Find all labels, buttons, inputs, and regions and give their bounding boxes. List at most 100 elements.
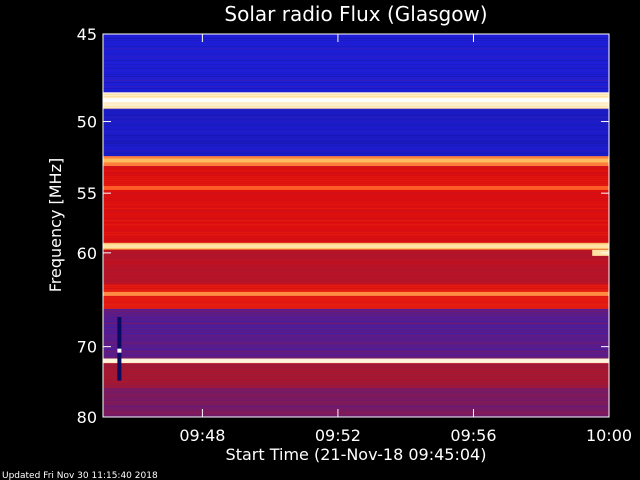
texture-line xyxy=(103,42,609,43)
texture-line xyxy=(103,271,609,273)
texture-line xyxy=(103,208,609,210)
texture-line xyxy=(103,363,609,365)
texture-line xyxy=(103,251,609,253)
texture-line xyxy=(103,80,609,81)
texture-line xyxy=(103,182,609,184)
texture-line xyxy=(103,164,609,166)
texture-line xyxy=(103,168,609,170)
texture-line xyxy=(103,152,609,154)
texture-line xyxy=(103,44,609,45)
texture-line xyxy=(103,391,609,393)
texture-line xyxy=(103,134,609,136)
y-tick-label: 70 xyxy=(77,338,97,357)
texture-line xyxy=(103,128,609,130)
texture-line xyxy=(103,136,609,138)
texture-line xyxy=(103,248,609,250)
texture-line xyxy=(103,253,609,255)
texture-line xyxy=(103,308,609,310)
texture-line xyxy=(103,76,609,77)
texture-line xyxy=(103,104,609,106)
texture-line xyxy=(103,273,609,275)
texture-line xyxy=(103,411,609,413)
texture-line xyxy=(103,336,609,338)
texture-line xyxy=(103,46,609,47)
texture-line xyxy=(103,373,609,375)
texture-line xyxy=(103,174,609,176)
texture-line xyxy=(103,178,609,180)
texture-line xyxy=(103,54,609,55)
texture-line xyxy=(103,232,609,234)
texture-line xyxy=(103,114,609,116)
texture-line xyxy=(103,124,609,126)
texture-line xyxy=(103,354,609,356)
texture-line xyxy=(103,379,609,381)
texture-line xyxy=(103,387,609,389)
texture-line xyxy=(103,318,609,320)
texture-line xyxy=(103,202,609,204)
texture-line xyxy=(103,196,609,198)
x-tick-label: 09:56 xyxy=(450,426,496,445)
texture-line xyxy=(103,190,609,192)
texture-line xyxy=(103,393,609,395)
texture-line xyxy=(103,322,609,324)
texture-line xyxy=(103,82,609,83)
texture-line xyxy=(103,267,609,269)
texture-line xyxy=(103,401,609,403)
texture-line xyxy=(103,132,609,134)
emission-line-0 xyxy=(103,98,609,103)
texture-line xyxy=(103,236,609,238)
texture-line xyxy=(103,255,609,257)
texture-line xyxy=(103,146,609,148)
texture-line xyxy=(103,277,609,279)
texture-line xyxy=(103,281,609,283)
texture-line xyxy=(103,96,609,98)
texture-line xyxy=(103,198,609,200)
texture-line xyxy=(103,320,609,322)
texture-line xyxy=(103,228,609,230)
texture-line xyxy=(103,108,609,110)
texture-line xyxy=(103,308,609,310)
texture-line xyxy=(103,86,609,87)
texture-line xyxy=(103,48,609,49)
texture-line xyxy=(103,263,609,265)
texture-line xyxy=(103,346,609,348)
texture-line xyxy=(103,38,609,39)
texture-line xyxy=(103,296,609,298)
texture-line xyxy=(103,204,609,206)
texture-line xyxy=(103,375,609,377)
emission-line-3 xyxy=(103,244,609,249)
texture-line xyxy=(103,326,609,328)
x-tick-label: 09:48 xyxy=(179,426,225,445)
texture-line xyxy=(103,367,609,369)
texture-line xyxy=(103,352,609,354)
texture-line xyxy=(103,310,609,312)
texture-line xyxy=(103,52,609,53)
y-axis-label: Frequency [MHz] xyxy=(46,158,65,292)
texture-line xyxy=(103,399,609,401)
texture-line xyxy=(103,242,609,244)
texture-line xyxy=(103,108,609,110)
texture-line xyxy=(103,138,609,140)
texture-line xyxy=(103,362,609,364)
texture-line xyxy=(103,306,609,308)
texture-line xyxy=(103,94,609,96)
texture-line xyxy=(103,156,609,158)
texture-line xyxy=(103,314,609,316)
spectrogram-plot xyxy=(103,34,609,417)
texture-line xyxy=(103,234,609,236)
texture-line xyxy=(103,212,609,214)
x-tick-label: 09:52 xyxy=(315,426,361,445)
texture-line xyxy=(103,344,609,346)
texture-line xyxy=(103,154,609,156)
texture-line xyxy=(103,206,609,208)
texture-line xyxy=(103,332,609,334)
texture-line xyxy=(103,162,609,164)
x-axis-label: Start Time (21-Nov-18 09:45:04) xyxy=(226,445,487,464)
texture-line xyxy=(103,238,609,240)
texture-line xyxy=(103,269,609,271)
texture-line xyxy=(103,170,609,172)
texture-line xyxy=(103,78,609,79)
texture-line xyxy=(103,218,609,220)
texture-line xyxy=(103,40,609,41)
updated-timestamp: Updated Fri Nov 30 11:15:40 2018 xyxy=(2,471,158,480)
